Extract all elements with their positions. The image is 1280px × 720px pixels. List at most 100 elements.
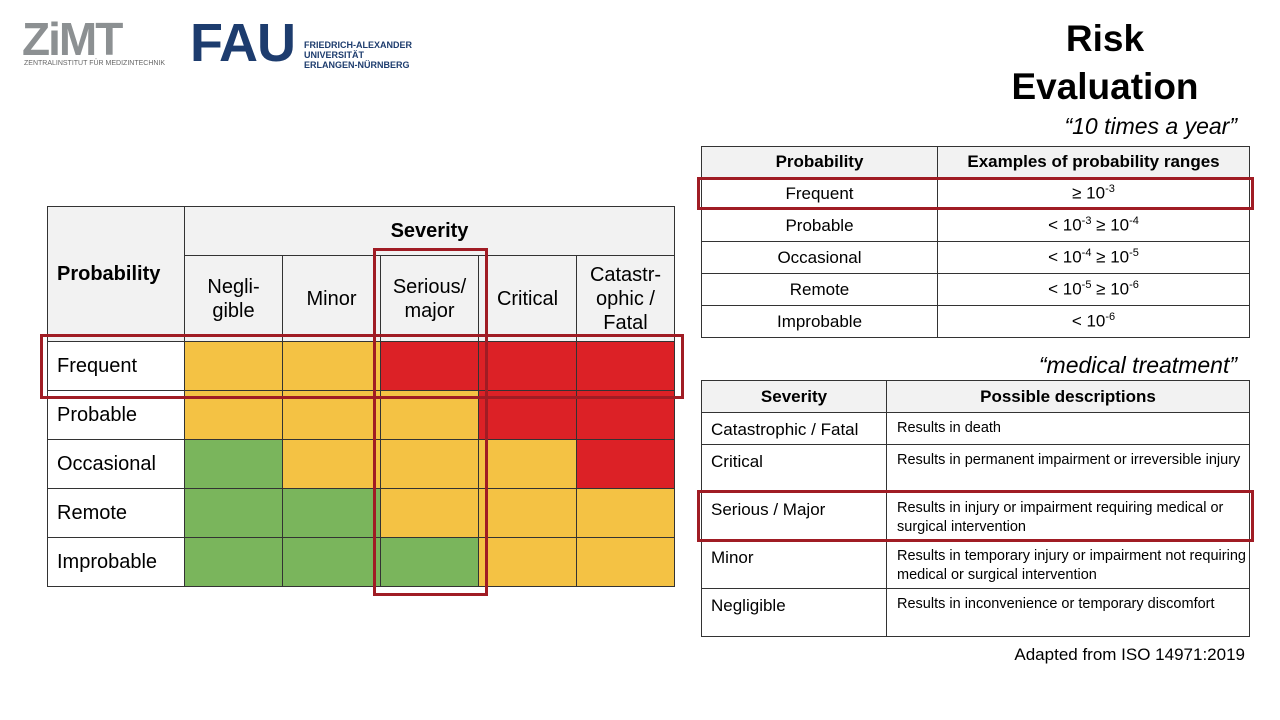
row: Catastrophic / Fatal Results in death (701, 412, 1250, 445)
cell: Frequent (701, 177, 938, 210)
row: Remote (47, 488, 676, 538)
exponent: -5 (1081, 279, 1092, 292)
header-cell: Severity (701, 380, 887, 413)
cell: < 10-6 (937, 305, 1250, 338)
row: Probability Severity (47, 206, 676, 342)
risk-cell (478, 488, 577, 538)
row-label: Frequent (47, 341, 185, 391)
note: “10 times a year” (1064, 113, 1237, 139)
fau-text: FRIEDRICH-ALEXANDER UNIVERSITÄT ERLANGEN-N… (304, 40, 412, 70)
text: < 10 (1071, 311, 1106, 331)
column-header: Minor (282, 255, 381, 342)
row: Negli-gible Minor Serious/ major Critical Ca… (48, 255, 676, 342)
risk-cell (184, 341, 283, 391)
risk-cell (575, 439, 676, 489)
row: Severity Possible descriptions (701, 380, 1250, 413)
cell: < 10-4 ≥ 10-5 (937, 241, 1250, 274)
cell: Results in inconvenience or temporary di… (886, 588, 1250, 637)
risk-cell (575, 488, 676, 538)
cell: Minor (701, 540, 887, 589)
text: ≥ 10 (1072, 183, 1106, 203)
exponent: -6 (1129, 279, 1139, 292)
risk-cell (282, 488, 381, 538)
cell: Results in permanent impairment or irrev… (886, 444, 1250, 493)
highlight (373, 248, 488, 596)
text: ≥ 10 (1091, 247, 1130, 267)
cell: Improbable (701, 305, 938, 338)
cell: Occasional (701, 241, 938, 274)
row: Serious / Major Results in injury or impa… (701, 492, 1250, 541)
header-cell: Examples of probability ranges (937, 146, 1250, 178)
text: < 10 (1048, 215, 1082, 235)
row-label: Occasional (47, 439, 185, 489)
header-cell: Severity (183, 206, 676, 256)
row: Probable < 10-3 ≥ 10-4 (701, 209, 1250, 242)
cell: Probable (701, 209, 938, 242)
risk-cell (380, 537, 479, 587)
row-label: Remote (47, 488, 185, 538)
risk-cell (184, 488, 283, 538)
risk-cell (282, 341, 381, 391)
risk-cell (184, 537, 283, 587)
header-cell: Probability (47, 206, 185, 342)
exponent: -6 (1105, 311, 1116, 324)
column-header: Critical (478, 255, 577, 342)
cell: Remote (701, 273, 938, 306)
header-cell: Possible descriptions (886, 380, 1250, 413)
fau-logo: FAU (190, 13, 296, 73)
cell: Results in injury or impairment requirin… (886, 492, 1250, 541)
risk-cell (380, 439, 479, 489)
highlight (697, 490, 1254, 542)
cell: Results in temporary injury or impairmen… (886, 540, 1250, 589)
note: “medical treatment” (1038, 352, 1237, 378)
exponent: -4 (1129, 215, 1139, 228)
exponent: -3 (1105, 183, 1115, 196)
row: Critical Results in permanent impairment … (701, 444, 1250, 493)
risk-cell (575, 341, 676, 391)
cell: < 10-3 ≥ 10-4 (937, 209, 1250, 242)
text: < 10 (1048, 247, 1082, 267)
cell: < 10-5 ≥ 10-6 (937, 273, 1250, 306)
header-cell: Probability (701, 146, 938, 178)
risk-cell (575, 537, 676, 587)
row: Occasional < 10-4 ≥ 10-5 (701, 241, 1250, 274)
zimt-logo: ZiMT (22, 13, 123, 65)
exponent: -4 (1081, 247, 1092, 260)
highlight (40, 334, 684, 399)
exponent: -3 (1081, 215, 1092, 228)
text: < 10 (1048, 279, 1082, 299)
risk-cell (282, 439, 381, 489)
highlight (697, 177, 1254, 210)
row: Occasional (47, 439, 676, 489)
fau-line: UNIVERSITÄT (304, 50, 365, 60)
risk-cell (282, 537, 381, 587)
severity-table: Severity Possible descriptions Catastrophi… (701, 380, 1250, 637)
row-label: Improbable (47, 537, 185, 587)
row: Frequent (47, 341, 676, 391)
cell: Results in death (886, 412, 1250, 445)
text: ≥ 10 (1091, 215, 1130, 235)
risk-cell (184, 439, 283, 489)
row: Probability Examples of probability range… (701, 146, 1250, 178)
cell: Negligible (701, 588, 887, 637)
column-header: Catastr-ophic / Fatal (575, 255, 676, 342)
column-header: Negli-gible (184, 255, 283, 342)
risk-cell (478, 439, 577, 489)
title: Risk Evaluation (1011, 18, 1199, 107)
exponent: -5 (1129, 247, 1139, 260)
risk-cell (380, 341, 479, 391)
cell: Catastrophic / Fatal (701, 412, 887, 445)
zimt-subtitle: ZENTRALINSTITUT FÜR MEDIZINTECHNIK (24, 60, 166, 67)
row: Improbable (47, 537, 676, 587)
row: Negligible Results in inconvenience or te… (701, 588, 1250, 637)
fau-line: ERLANGEN-NÜRNBERG (304, 60, 410, 70)
text: ≥ 10 (1091, 279, 1130, 299)
probability-table: Probability Examples of probability range… (701, 146, 1250, 338)
row: Minor Results in temporary injury or impa… (701, 540, 1250, 589)
row: Improbable < 10-6 (701, 305, 1250, 338)
cell: Critical (701, 444, 887, 493)
fau-line: FRIEDRICH-ALEXANDER (304, 40, 412, 50)
row: Remote < 10-5 ≥ 10-6 (701, 273, 1250, 306)
risk-cell (478, 537, 577, 587)
